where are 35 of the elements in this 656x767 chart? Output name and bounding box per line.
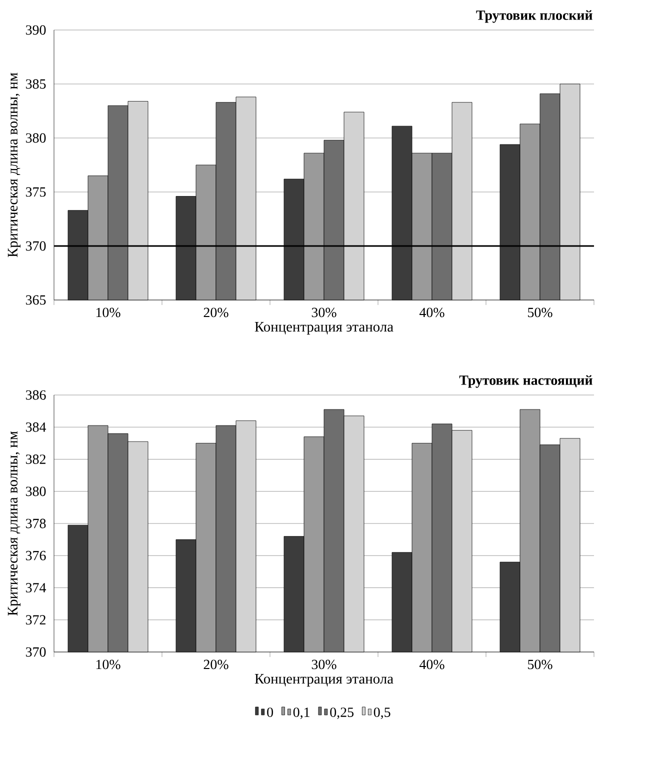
y-tick-label: 380	[26, 486, 46, 496]
x-tick-label: 50%	[528, 660, 552, 670]
x-axis-title: Концентрация этанола	[254, 322, 394, 335]
y-tick-label: 374	[26, 583, 46, 592]
y-tick-label: 384	[26, 422, 46, 432]
x-axis-title: Концентрация этанола	[254, 674, 394, 687]
y-tick-label: 372	[26, 615, 46, 625]
x-tick-label: 40%	[419, 308, 444, 318]
y-tick-label: 380	[26, 133, 46, 143]
x-tick-label: 10%	[96, 308, 120, 318]
legend-label: 0	[267, 708, 273, 717]
y-tick-label: 378	[26, 518, 46, 528]
y-tick-label: 370	[26, 241, 46, 251]
y-tick-label: 386	[26, 390, 46, 400]
y-tick-label: 375	[26, 187, 46, 197]
y-tick-label: 390	[26, 25, 46, 35]
legend-label: 0,25	[330, 708, 354, 719]
y-tick-label: 365	[26, 295, 46, 305]
x-tick-label: 10%	[96, 660, 120, 670]
x-tick-label: 20%	[204, 660, 228, 670]
y-tick-label: 382	[26, 454, 46, 464]
x-tick-label: 50%	[528, 308, 552, 318]
x-tick-label: 20%	[204, 308, 228, 318]
chart-title: Трутовик настоящий	[459, 375, 592, 388]
x-tick-label: 30%	[312, 660, 336, 670]
y-axis-title: Критическая длина волны, нм	[8, 431, 20, 616]
legend-label: 0,5	[374, 708, 390, 719]
y-tick-label: 385	[26, 79, 46, 89]
chart-title: Трутовик плоский	[476, 10, 592, 23]
y-tick-label: 376	[26, 550, 46, 560]
y-tick-label: 370	[26, 647, 46, 657]
y-axis-title: Критическая длина волны, нм	[8, 72, 20, 258]
legend-label: 0,1	[293, 708, 310, 719]
x-tick-label: 30%	[312, 308, 336, 318]
x-tick-label: 40%	[419, 660, 444, 670]
